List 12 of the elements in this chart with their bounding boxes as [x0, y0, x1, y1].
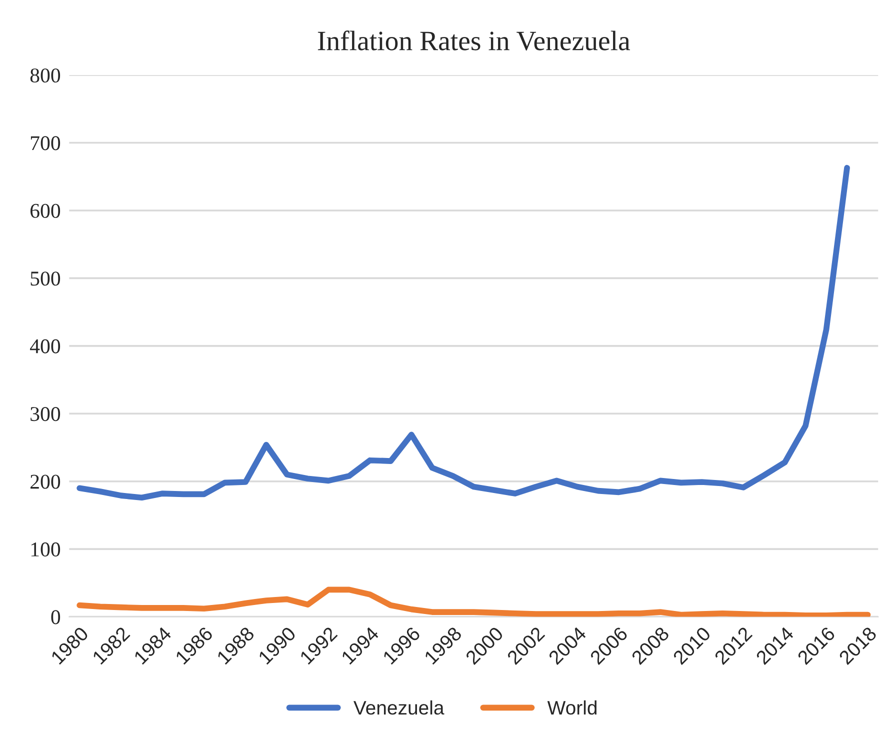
- y-tick-label: 700: [30, 136, 60, 150]
- y-tick-label: 400: [30, 339, 60, 354]
- legend-label: Venezuela: [354, 700, 444, 715]
- chart-title: Inflation Rates in Venezuela: [318, 30, 630, 50]
- y-tick-label: 800: [30, 68, 60, 83]
- y-tick-label: 600: [30, 204, 60, 218]
- y-tick-label: 200: [30, 474, 60, 489]
- y-tick-label: 300: [30, 407, 60, 422]
- y-tick-label: 0: [51, 610, 60, 624]
- y-tick-label: 500: [30, 272, 60, 286]
- legend-label: World: [547, 700, 596, 715]
- y-tick-label: 100: [31, 542, 60, 556]
